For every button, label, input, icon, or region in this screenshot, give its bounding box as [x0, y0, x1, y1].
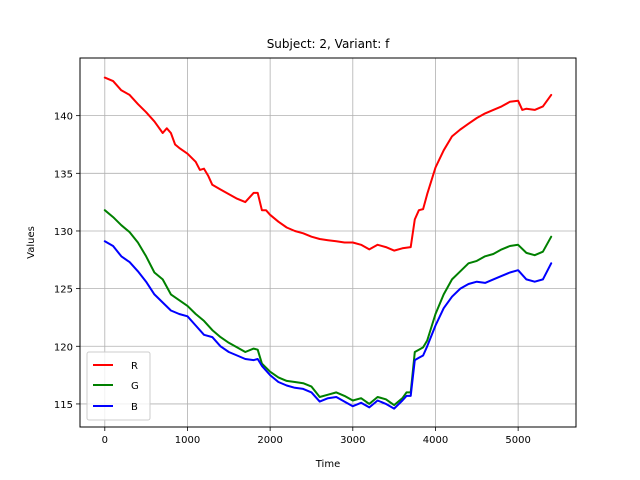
y-tick-label: 115 — [54, 400, 73, 411]
x-tick-label: 3000 — [340, 435, 365, 446]
y-tick-label: 140 — [54, 112, 73, 123]
x-axis-label: Time — [315, 459, 340, 470]
x-tick-label: 4000 — [423, 435, 448, 446]
y-axis-ticks: 115 120 125 130 135 140 — [54, 112, 80, 411]
legend-box — [86, 351, 151, 421]
y-tick-label: 130 — [54, 227, 73, 238]
legend: R G B — [86, 351, 151, 421]
legend-label-b: B — [131, 402, 138, 413]
y-tick-label: 125 — [54, 285, 73, 296]
plot-area — [80, 58, 576, 427]
legend-label-g: G — [131, 381, 139, 392]
x-tick-label: 1000 — [175, 435, 200, 446]
legend-label-r: R — [131, 361, 138, 372]
y-tick-label: 135 — [54, 169, 73, 180]
grid-lines — [80, 58, 576, 427]
series-lines — [103, 76, 553, 410]
x-tick-label: 2000 — [257, 435, 282, 446]
y-tick-label: 120 — [54, 342, 73, 353]
series-line-b — [103, 240, 553, 410]
x-tick-label: 5000 — [505, 435, 530, 446]
chart-title: Subject: 2, Variant: f — [267, 37, 390, 51]
y-axis-label: Values — [26, 226, 37, 259]
x-tick-label: 0 — [102, 435, 108, 446]
series-line-g — [103, 209, 553, 407]
plot-frame — [79, 57, 577, 428]
series-line-r — [103, 76, 553, 252]
x-axis-ticks: 0 1000 2000 3000 4000 5000 — [102, 427, 531, 446]
